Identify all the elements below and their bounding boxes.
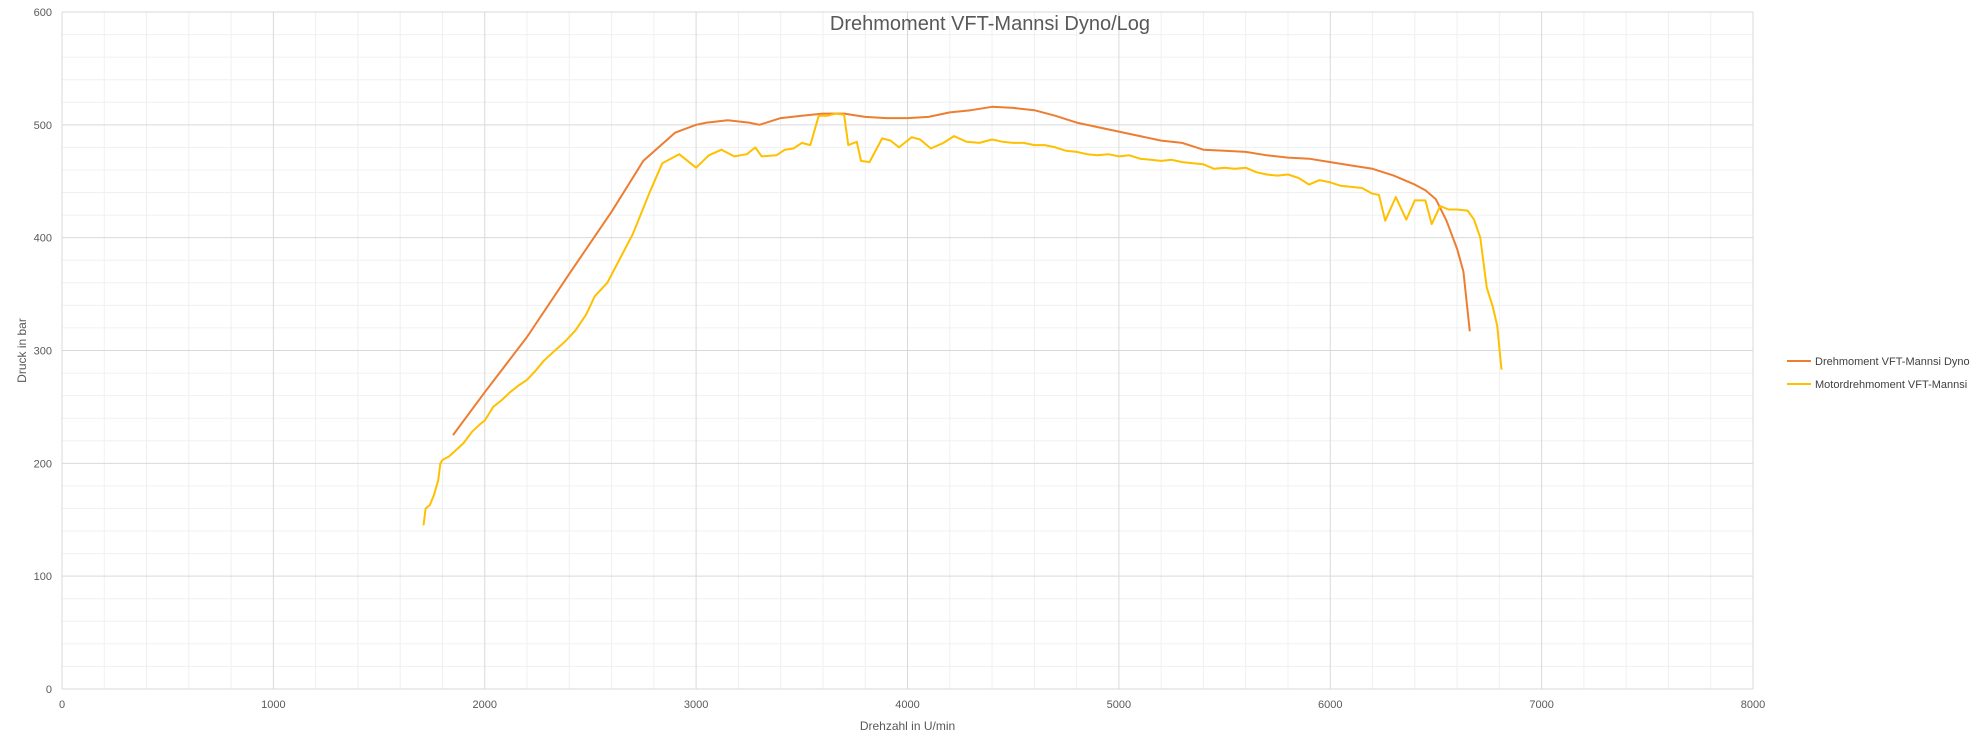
major-gridlines: [61, 11, 1754, 690]
x-axis-ticks: 0 1000 2000 3000 4000 5000 6000 7000 8000: [59, 699, 1765, 711]
y-tick-label: 200: [34, 458, 52, 470]
chart-title: Drehmoment VFT-Mannsi Dyno/Log: [830, 13, 1150, 35]
x-axis-label: Drehzahl in U/min: [860, 719, 955, 733]
y-axis-label: Druck in bar: [15, 318, 29, 383]
legend-label-1: Drehmoment VFT-Mannsi Dyno: [1815, 356, 1970, 368]
y-tick-label: 300: [34, 346, 52, 358]
x-tick-label: 6000: [1318, 699, 1342, 711]
x-tick-label: 7000: [1529, 699, 1553, 711]
y-tick-label: 500: [34, 120, 52, 132]
series-line-2: [422, 112, 1503, 526]
x-tick-label: 0: [59, 699, 65, 711]
y-tick-label: 600: [34, 7, 52, 19]
y-axis-ticks: 0 100 200 300 400 500 600: [34, 7, 52, 696]
series-line-1: [452, 105, 1471, 436]
x-tick-label: 2000: [473, 699, 497, 711]
x-tick-label: 3000: [684, 699, 708, 711]
y-tick-label: 100: [34, 571, 52, 583]
x-tick-label: 5000: [1107, 699, 1131, 711]
y-tick-label: 0: [46, 684, 52, 696]
legend: Drehmoment VFT-Mannsi Dyno Motordrehmomen…: [1787, 356, 1970, 391]
x-tick-label: 8000: [1741, 699, 1765, 711]
x-tick-label: 1000: [261, 699, 285, 711]
series-lines: [422, 105, 1503, 526]
y-tick-label: 400: [34, 233, 52, 245]
legend-label-2: Motordrehmoment VFT-Mannsi: [1815, 379, 1967, 391]
x-tick-label: 4000: [895, 699, 919, 711]
